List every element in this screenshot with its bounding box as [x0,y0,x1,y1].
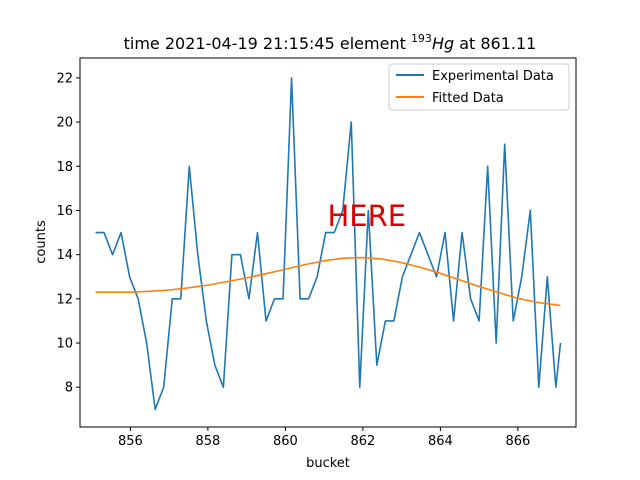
series-line-fitted [95,256,561,307]
y-tick-label: 22 [56,71,73,86]
x-tick-label: 866 [505,434,530,449]
chart-title-element: Hg [432,34,454,53]
x-ticks: 856 858 860 862 864 866 [118,427,530,449]
y-tick-label: 20 [56,116,73,131]
x-tick-label: 856 [118,434,143,449]
legend-label-fitted: Fitted Data [432,91,504,106]
y-tick-label: 12 [56,292,73,307]
y-axis-label: counts [34,220,49,264]
y-tick-label: 14 [56,248,73,263]
x-tick-label: 862 [350,434,375,449]
chart-title: time 2021-04-19 21:15:45 element 193Hg a… [124,32,537,53]
chart-title-suffix: at 861.11 [454,34,536,53]
plot-area: 856 858 860 862 864 866 8 10 12 14 16 18 20 22 [56,57,577,449]
legend-label-experimental: Experimental Data [432,69,554,84]
series-layer [95,77,562,411]
x-tick-label: 860 [273,434,298,449]
x-tick-label: 864 [428,434,453,449]
y-tick-label: 16 [56,204,73,219]
axes-frame [79,57,577,428]
x-axis-label: bucket [306,456,350,471]
y-tick-label: 10 [56,337,73,352]
legend-box [388,63,570,111]
y-ticks: 8 10 12 14 16 18 20 22 [56,71,80,396]
y-tick-label: 18 [56,160,73,175]
series-line-experimental [95,77,562,411]
y-tick-label: 8 [65,381,73,396]
here-annotation: HERE [327,199,406,233]
x-tick-label: 858 [195,434,220,449]
legend: Experimental Data Fitted Data [388,63,570,111]
chart-title-prefix: time 2021-04-19 21:15:45 element [124,34,411,53]
chart-title-superscript: 193 [411,32,432,45]
